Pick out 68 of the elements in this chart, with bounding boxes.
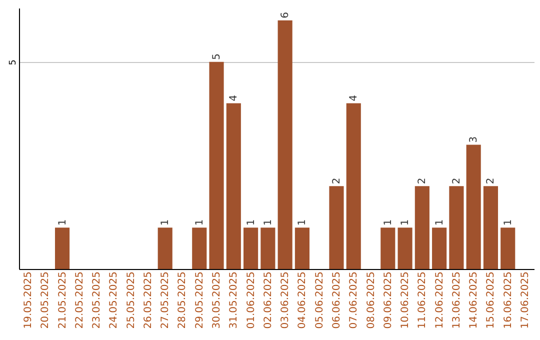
- x-tick-label: 19.05.2025: [23, 272, 34, 329]
- data-label: 1: [382, 219, 394, 226]
- data-label: 5: [212, 53, 223, 60]
- x-tick-label: 26.05.2025: [142, 272, 154, 329]
- x-tick-label: 27.05.2025: [160, 272, 172, 329]
- bar: [294, 228, 310, 269]
- x-tick-label: 04.06.2025: [297, 272, 308, 329]
- x-tick-label: 15.06.2025: [486, 272, 497, 329]
- data-label: 3: [468, 136, 480, 143]
- x-tick-label: 10.06.2025: [400, 272, 412, 329]
- x-tick-label: 09.06.2025: [382, 272, 394, 329]
- x-tick-label: 29.05.2025: [194, 272, 206, 329]
- bar: [432, 228, 447, 269]
- x-tick-label: 06.06.2025: [331, 272, 342, 329]
- data-label: 2: [451, 178, 462, 184]
- x-tick-label: 01.06.2025: [246, 272, 257, 329]
- bar: [414, 186, 430, 269]
- x-tick-label: 23.05.2025: [92, 272, 103, 329]
- x-tick-label: 28.05.2025: [177, 272, 188, 329]
- x-tick-label: 05.06.2025: [314, 272, 326, 329]
- data-label: 1: [502, 219, 514, 226]
- bar: [260, 228, 276, 269]
- data-label: 4: [348, 94, 360, 102]
- data-label: 4: [228, 94, 240, 102]
- data-label: 1: [297, 219, 308, 226]
- x-tick-label: 30.05.2025: [212, 272, 223, 329]
- data-label: 1: [262, 219, 274, 226]
- bar: [209, 62, 224, 269]
- bar: [449, 186, 464, 269]
- data-label: 2: [331, 178, 342, 184]
- x-tick-label: 11.06.2025: [417, 272, 428, 329]
- data-label: 1: [400, 219, 412, 226]
- x-tick-label: 02.06.2025: [262, 272, 274, 329]
- bar: [483, 186, 498, 269]
- bar: [192, 228, 207, 269]
- x-tick-label: 08.06.2025: [366, 272, 377, 329]
- bar: [466, 144, 481, 269]
- x-tick-label: 03.06.2025: [280, 272, 292, 329]
- bar: [398, 228, 412, 269]
- bar: [244, 228, 258, 269]
- x-tick-label: 31.05.2025: [228, 272, 240, 329]
- bar: [346, 103, 361, 269]
- x-tick-label: 12.06.2025: [434, 272, 446, 329]
- data-label: 1: [57, 219, 68, 226]
- data-label: 1: [434, 219, 446, 226]
- x-tick-label: 21.05.2025: [57, 272, 68, 329]
- x-tick-label: 16.06.2025: [502, 272, 514, 329]
- x-tick-label: 14.06.2025: [468, 272, 480, 329]
- data-label: 2: [486, 178, 497, 184]
- x-tick-label: 17.06.2025: [520, 272, 532, 329]
- bar: [226, 103, 241, 269]
- x-tick-label: 13.06.2025: [451, 272, 462, 329]
- x-tick-label: 24.05.2025: [108, 272, 120, 329]
- x-tick-label: 22.05.2025: [74, 272, 86, 329]
- bar: [158, 228, 172, 269]
- data-label: 2: [417, 178, 428, 184]
- data-label: 1: [246, 219, 257, 226]
- bar: [54, 228, 70, 269]
- bar: [380, 228, 396, 269]
- data-label: 6: [280, 12, 292, 18]
- x-tick-label: 20.05.2025: [40, 272, 52, 329]
- x-tick-label: 25.05.2025: [126, 272, 137, 329]
- bar: [329, 186, 344, 269]
- data-label: 1: [160, 219, 172, 226]
- bar: [500, 228, 516, 269]
- x-tick-label: 07.06.2025: [348, 272, 360, 329]
- bar: [278, 20, 292, 269]
- data-label: 1: [194, 219, 206, 226]
